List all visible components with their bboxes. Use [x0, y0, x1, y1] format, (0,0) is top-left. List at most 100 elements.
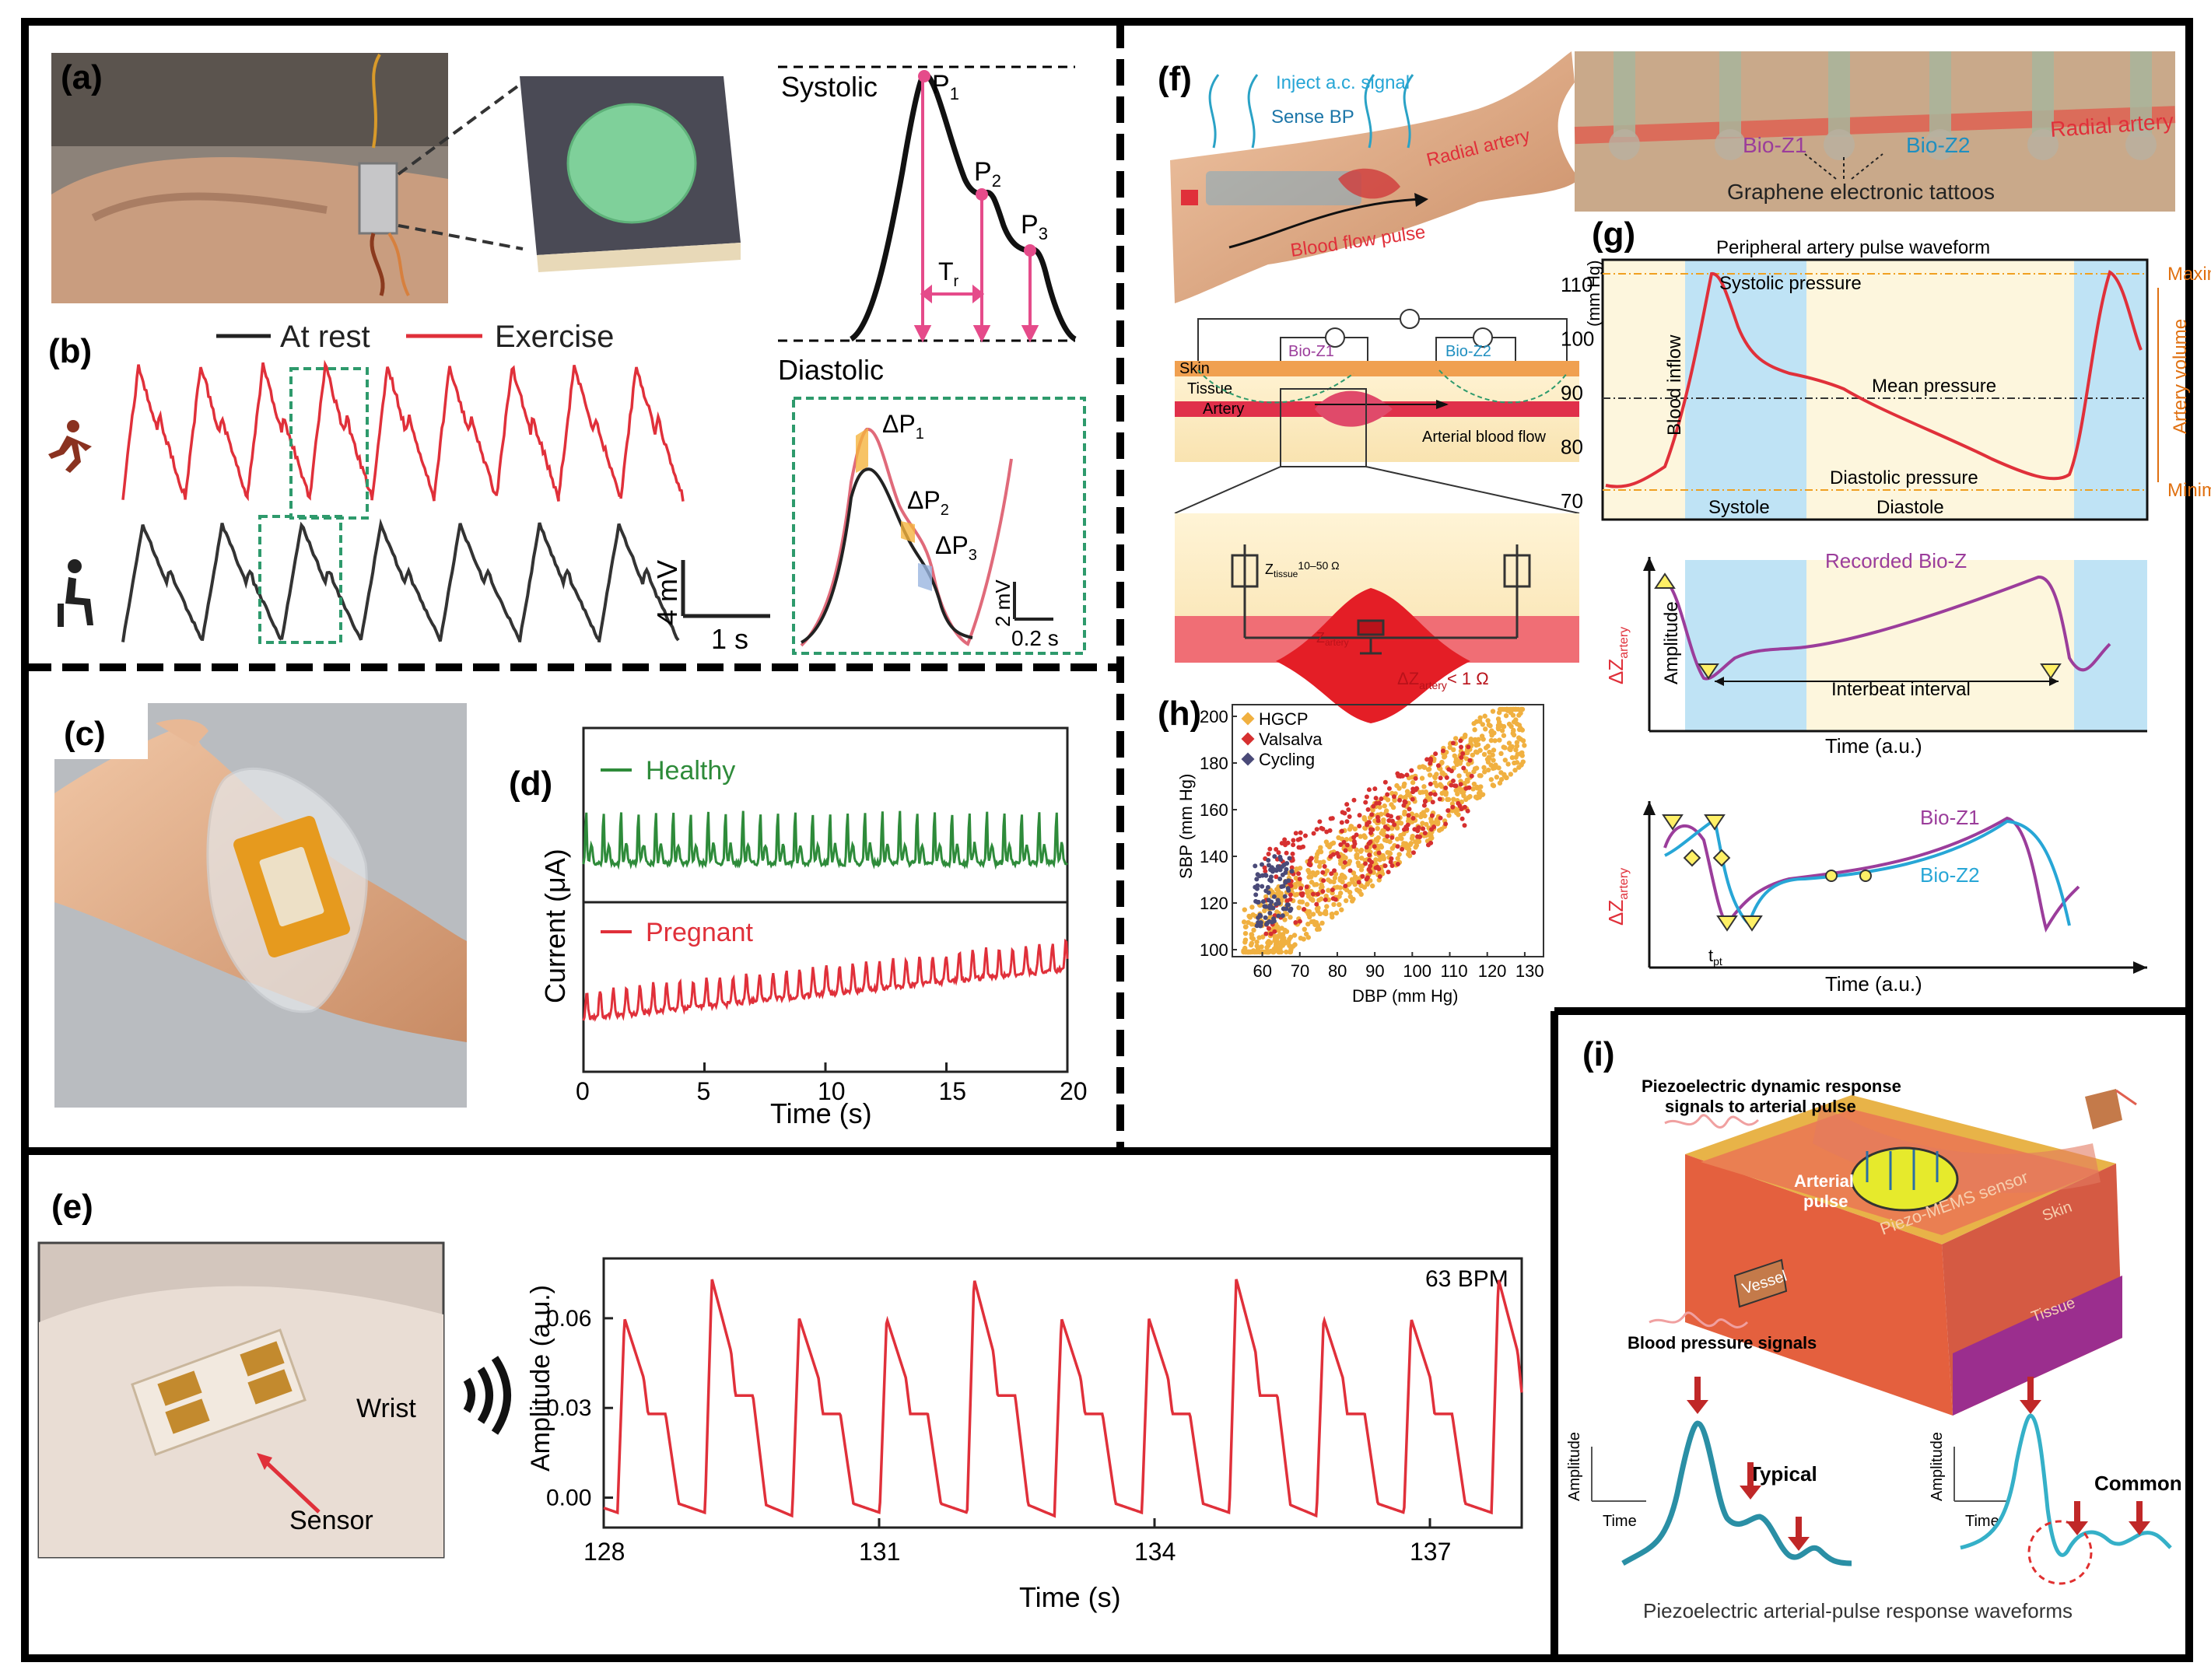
cycling-point	[1290, 869, 1295, 873]
hgcp-point	[1458, 786, 1463, 791]
hgcp-point	[1501, 724, 1506, 729]
cycling-point	[1276, 914, 1281, 919]
hgcp-point	[1307, 909, 1312, 914]
h-xtick-60: 60	[1253, 961, 1272, 981]
hgcp-point	[1420, 775, 1424, 780]
hgcp-point	[1343, 856, 1347, 860]
hgcp-point	[1410, 780, 1415, 785]
valsalva-point	[1430, 814, 1435, 818]
hgcp-point	[1473, 743, 1478, 747]
hgcp-point	[1292, 942, 1297, 947]
cycling-point	[1286, 888, 1291, 893]
valsalva-point	[1367, 852, 1372, 857]
h-xtick-90: 90	[1365, 961, 1384, 981]
valsalva-point	[1431, 800, 1435, 804]
hgcp-point	[1322, 911, 1326, 915]
panel-label-e: (e)	[51, 1188, 93, 1226]
valsalva-point	[1307, 862, 1312, 866]
panel-label-g: (g)	[1592, 215, 1635, 254]
hgcp-point	[1455, 792, 1459, 796]
panel-g: (g) Peripheral artery pulse waveform 110…	[1561, 215, 2211, 996]
valsalva-point	[1296, 871, 1301, 876]
artery-volume-label: Artery volume	[2170, 319, 2191, 434]
valsalva-point	[1365, 794, 1369, 799]
h-ytick-180: 180	[1200, 754, 1228, 773]
hgcp-point	[1398, 833, 1403, 838]
valsalva-point	[1369, 812, 1374, 817]
valsalva-point	[1443, 821, 1448, 826]
hgcp-point	[1347, 859, 1352, 863]
valsalva-point	[1463, 823, 1467, 828]
valsalva-point	[1360, 874, 1365, 879]
valsalva-point	[1445, 808, 1450, 813]
valsalva-point	[1401, 803, 1406, 808]
valsalva-point	[1466, 809, 1470, 814]
valsalva-point	[1365, 877, 1369, 881]
exercise-trace	[123, 362, 683, 501]
valsalva-point	[1438, 816, 1443, 821]
hgcp-point	[1435, 821, 1440, 826]
hgcp-point	[1302, 927, 1307, 932]
cycling-point	[1286, 878, 1291, 883]
valsalva-point	[1342, 810, 1347, 815]
p3-label: P3	[1021, 210, 1048, 243]
plot-h-xlabel: DBP (mm Hg)	[1352, 986, 1459, 1006]
plot-d-ylabel: Current (μA)	[539, 849, 571, 1003]
cycling-point	[1281, 873, 1285, 877]
valsalva-point	[1415, 835, 1420, 839]
hgcp-point	[1242, 919, 1246, 924]
amplitude-label-g: Amplitude	[1661, 601, 1682, 684]
valsalva-point	[1357, 880, 1361, 884]
valsalva-point	[1449, 783, 1453, 788]
g-title: Peripheral artery pulse waveform	[1716, 237, 1990, 258]
diastolic-label: Diastolic	[778, 354, 884, 386]
valsalva-point	[1293, 920, 1298, 925]
arterial-pulse-label-2: pulse	[1803, 1192, 1848, 1211]
hgcp-point	[1284, 950, 1288, 954]
valsalva-point	[1348, 868, 1353, 873]
hgcp-point	[1246, 950, 1250, 954]
hgcp-point	[1242, 907, 1247, 912]
valsalva-point	[1298, 877, 1302, 881]
valsalva-point	[1375, 815, 1380, 820]
wrist-label: Wrist	[356, 1394, 416, 1423]
hgcp-point	[1485, 744, 1490, 748]
hgcp-point	[1503, 758, 1508, 762]
hgcp-point	[1489, 738, 1494, 743]
recorded-bioz-label: Recorded Bio-Z	[1825, 549, 1967, 572]
hgcp-point	[1453, 736, 1458, 740]
hgcp-point	[1318, 845, 1323, 849]
hgcp-point	[1508, 772, 1513, 776]
valsalva-point	[1302, 907, 1306, 912]
valsalva-point	[1284, 851, 1289, 856]
valsalva-point	[1378, 874, 1382, 879]
hgcp-point	[1382, 856, 1386, 861]
bpm-label: 63 BPM	[1425, 1266, 1508, 1292]
valsalva-point	[1385, 834, 1389, 838]
valsalva-point	[1443, 786, 1448, 790]
valsalva-point	[1463, 805, 1467, 810]
hgcp-point	[1505, 761, 1510, 766]
hgcp-point	[1379, 845, 1384, 849]
cycling-point	[1267, 891, 1271, 895]
hgcp-point	[1359, 856, 1364, 860]
hgcp-point	[1317, 926, 1322, 931]
arterial-pulse-label: Arterial	[1794, 1171, 1854, 1191]
hgcp-point	[1262, 908, 1267, 913]
valsalva-point	[1321, 878, 1326, 883]
plot-e-frame	[604, 1258, 1522, 1528]
hgcp-point	[1473, 750, 1478, 754]
hgcp-point	[1396, 852, 1401, 856]
hgcp-point	[1307, 915, 1312, 919]
cycling-point	[1267, 863, 1271, 867]
hgcp-point	[1390, 846, 1395, 851]
hgcp-point	[1420, 821, 1424, 825]
panel-e: (e) Wrist Sensor 63 BPM 128 131 134 1370.06…	[39, 1188, 1522, 1613]
cycling-point	[1266, 858, 1270, 863]
hgcp-point	[1403, 795, 1407, 800]
valsalva-point	[1433, 751, 1438, 756]
valsalva-point	[1320, 870, 1325, 875]
g-ylabel-top: (mm Hg)	[1584, 260, 1603, 327]
panel-label-f: (f)	[1158, 60, 1192, 98]
hgcp-point	[1281, 938, 1286, 943]
